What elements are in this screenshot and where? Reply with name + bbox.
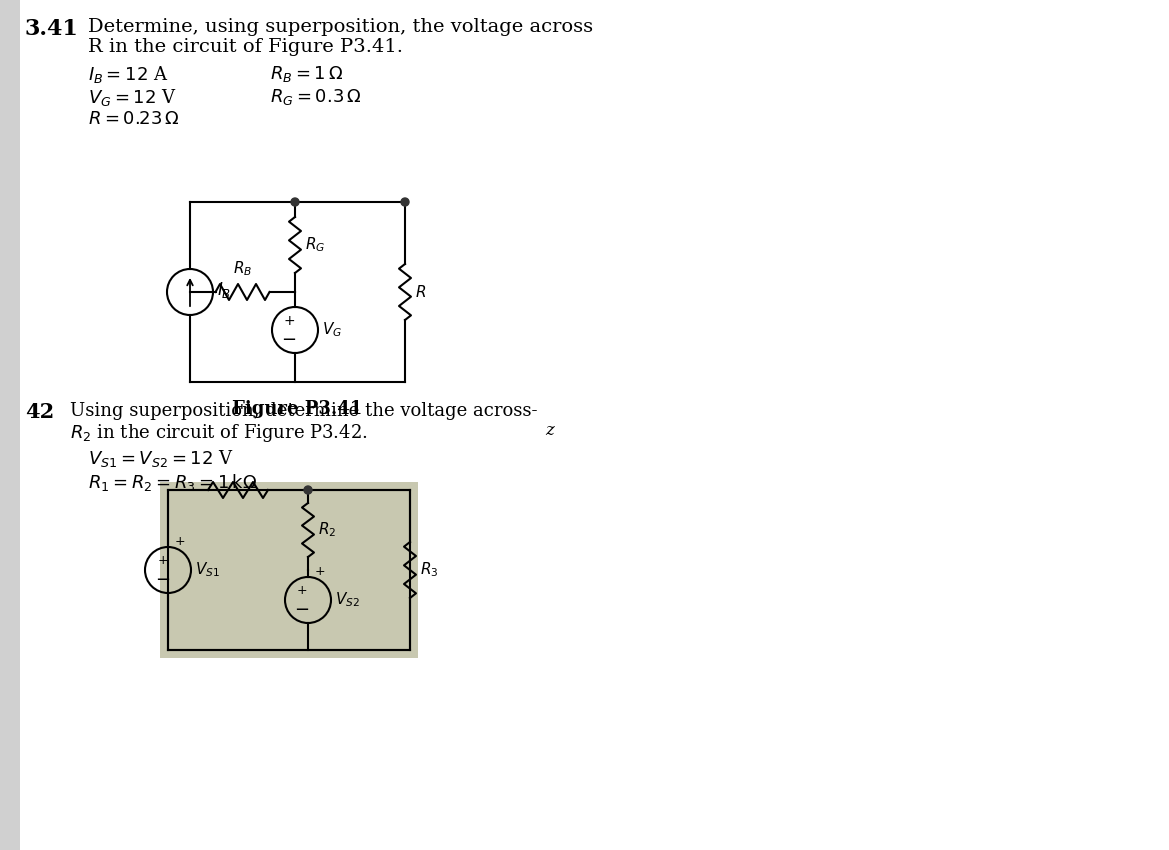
Text: $R_1 = R_2 = R_3 = 1\,\mathrm{k}\Omega$: $R_1 = R_2 = R_3 = 1\,\mathrm{k}\Omega$ — [88, 472, 257, 493]
Text: $R_2$ in the circuit of Figure P3.42.: $R_2$ in the circuit of Figure P3.42. — [70, 422, 368, 444]
Text: +: + — [174, 535, 186, 548]
Text: Figure P3.41: Figure P3.41 — [233, 400, 362, 418]
Text: $V_{S1}$: $V_{S1}$ — [195, 561, 220, 580]
Circle shape — [291, 198, 299, 206]
Text: −: − — [295, 601, 310, 619]
FancyBboxPatch shape — [160, 482, 419, 658]
Text: $R_G = 0.3\,\Omega$: $R_G = 0.3\,\Omega$ — [270, 87, 361, 107]
Text: Determine, using superposition, the voltage across: Determine, using superposition, the volt… — [88, 18, 593, 36]
Text: $V_G$: $V_G$ — [321, 320, 343, 339]
Text: $R_B$: $R_B$ — [233, 259, 253, 278]
Text: +: + — [158, 554, 168, 568]
Text: $V_{S2}$: $V_{S2}$ — [336, 591, 360, 609]
FancyBboxPatch shape — [168, 490, 410, 650]
Text: $R$: $R$ — [415, 284, 427, 300]
Text: −: − — [282, 331, 297, 349]
Text: $V_{S1} = V_{S2} = 12$ V: $V_{S1} = V_{S2} = 12$ V — [88, 448, 234, 469]
Text: $R = 0.23\,\Omega$: $R = 0.23\,\Omega$ — [88, 110, 180, 128]
Text: $R_3$: $R_3$ — [420, 561, 438, 580]
Text: $V_G = 12$ V: $V_G = 12$ V — [88, 87, 177, 108]
Text: +: + — [297, 585, 307, 598]
Text: 42: 42 — [25, 402, 54, 422]
Text: −: − — [155, 571, 171, 589]
Text: Using superposition, determine the voltage across‐: Using superposition, determine the volta… — [70, 402, 538, 420]
FancyBboxPatch shape — [0, 0, 20, 850]
Text: R in the circuit of Figure P3.41.: R in the circuit of Figure P3.41. — [88, 38, 403, 56]
Text: $R_G$: $R_G$ — [305, 235, 325, 254]
Text: 3.41: 3.41 — [25, 18, 78, 40]
Text: $I_B$: $I_B$ — [217, 280, 231, 300]
Circle shape — [401, 198, 409, 206]
Text: z: z — [545, 422, 554, 439]
Text: $R_B = 1\,\Omega$: $R_B = 1\,\Omega$ — [270, 64, 344, 84]
Text: +: + — [314, 565, 325, 578]
Text: +: + — [283, 314, 295, 328]
Text: $I_B = 12$ A: $I_B = 12$ A — [88, 64, 168, 85]
Circle shape — [304, 486, 312, 494]
Text: $R_2$: $R_2$ — [318, 521, 337, 540]
